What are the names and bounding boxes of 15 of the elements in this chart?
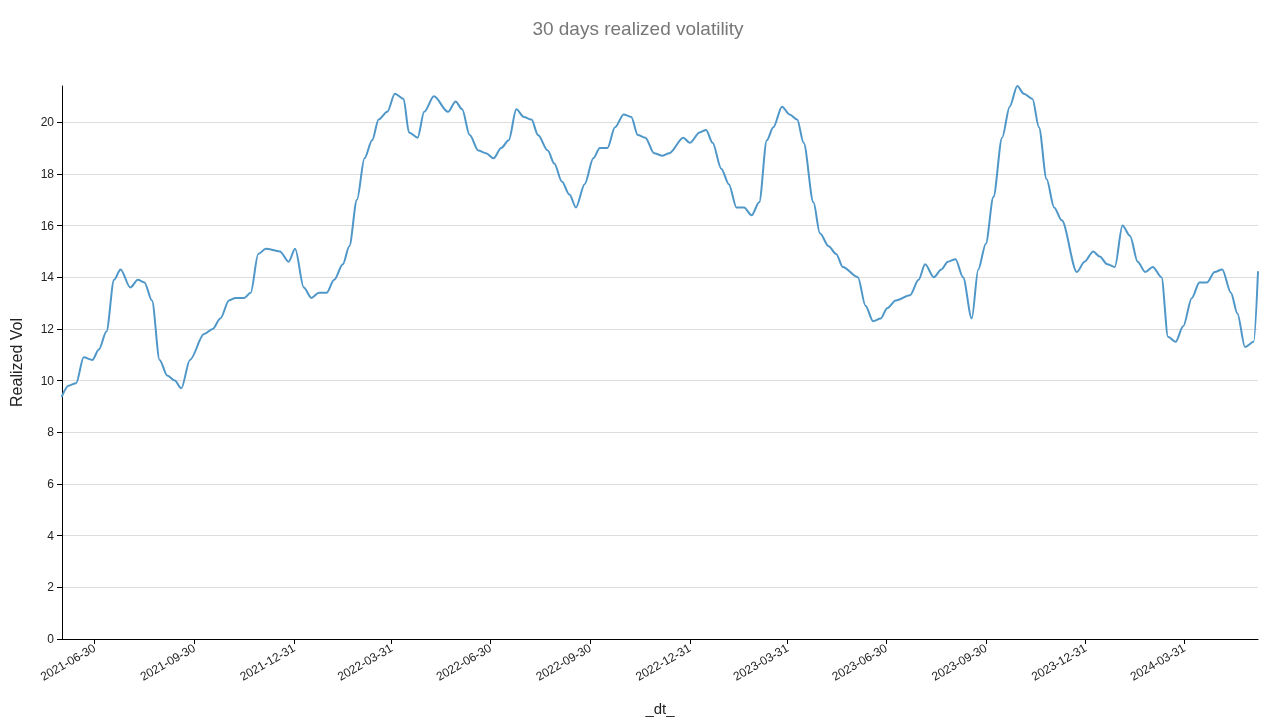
- x-axis-title: _dt_: [644, 700, 676, 717]
- y-tick-label: 8: [47, 425, 55, 440]
- y-tick-label: 6: [47, 476, 55, 491]
- y-tick-label: 14: [40, 270, 55, 285]
- y-tick-label: 4: [47, 528, 55, 543]
- y-axis-title: Realized Vol: [7, 318, 25, 407]
- chart-title: 30 days realized volatility: [532, 18, 745, 39]
- y-tick-label: 0: [47, 632, 55, 646]
- y-tick-label: 12: [40, 321, 55, 336]
- y-tick-label: 18: [40, 166, 55, 181]
- y-tick-label: 16: [40, 218, 55, 233]
- y-tick-label: 20: [40, 115, 55, 130]
- line-series: [61, 85, 1259, 398]
- y-tick-label: 2: [47, 580, 55, 595]
- y-tick-label: 10: [40, 373, 55, 388]
